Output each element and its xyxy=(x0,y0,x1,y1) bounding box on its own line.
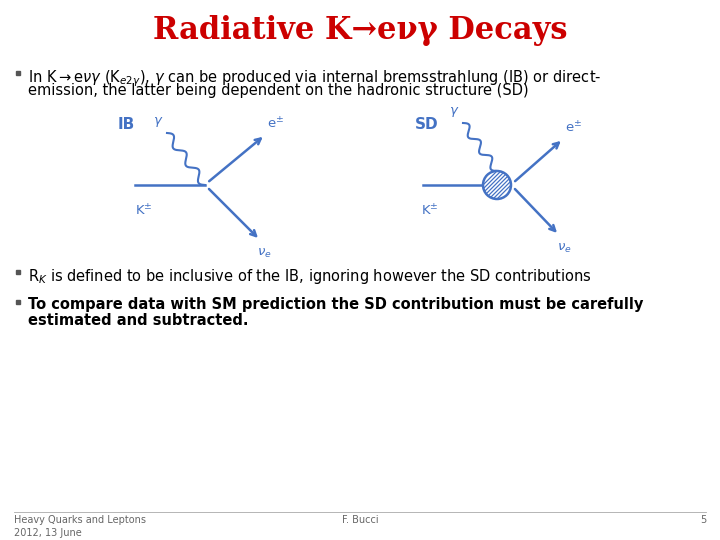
Text: SD: SD xyxy=(415,117,438,132)
Bar xyxy=(16,71,20,75)
Text: $\nu_e$: $\nu_e$ xyxy=(257,247,271,260)
Bar xyxy=(16,300,20,304)
Text: Heavy Quarks and Leptons
2012, 13 June: Heavy Quarks and Leptons 2012, 13 June xyxy=(14,515,146,538)
Text: estimated and subtracted.: estimated and subtracted. xyxy=(28,313,248,328)
Circle shape xyxy=(483,171,511,199)
Text: $\gamma$: $\gamma$ xyxy=(449,105,459,119)
Text: To compare data with SM prediction the SD contribution must be carefully: To compare data with SM prediction the S… xyxy=(28,297,644,312)
Text: K$^{\pm}$: K$^{\pm}$ xyxy=(421,203,438,218)
Text: R$_K$ is defined to be inclusive of the IB, ignoring however the SD contribution: R$_K$ is defined to be inclusive of the … xyxy=(28,267,592,286)
Text: IB: IB xyxy=(118,117,135,132)
Bar xyxy=(16,270,20,274)
Text: emission, the latter being dependent on the hadronic structure (SD): emission, the latter being dependent on … xyxy=(28,83,528,98)
Text: e$^{\pm}$: e$^{\pm}$ xyxy=(267,117,284,132)
Text: K$^{\pm}$: K$^{\pm}$ xyxy=(135,203,153,218)
Text: $\gamma$: $\gamma$ xyxy=(153,115,163,129)
Text: e$^{\pm}$: e$^{\pm}$ xyxy=(565,121,582,136)
Text: Radiative K→eνγ Decays: Radiative K→eνγ Decays xyxy=(153,15,567,46)
Text: $\nu_e$: $\nu_e$ xyxy=(557,242,572,255)
Text: F. Bucci: F. Bucci xyxy=(342,515,378,525)
Text: 5: 5 xyxy=(700,515,706,525)
Text: In K$\rightarrow$e$\nu\gamma$ (K$_{e2\gamma}$), $\gamma$ can be produced via int: In K$\rightarrow$e$\nu\gamma$ (K$_{e2\ga… xyxy=(28,68,601,89)
